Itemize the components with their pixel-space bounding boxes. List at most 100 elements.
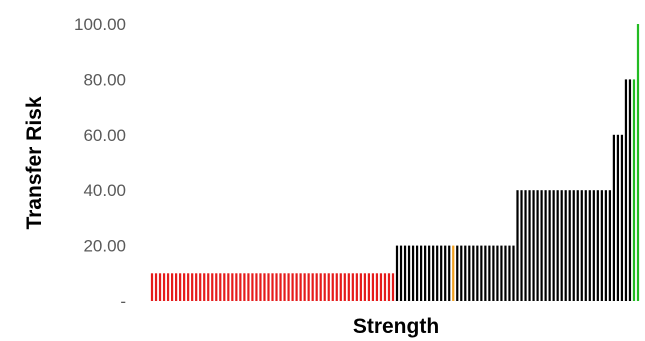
bar: [219, 273, 222, 301]
bar: [227, 273, 230, 301]
bar: [456, 245, 459, 301]
bar: [592, 190, 595, 301]
bar: [291, 273, 294, 301]
bar: [576, 190, 579, 301]
y-tick-label: 20.00: [83, 237, 126, 256]
bar: [271, 273, 274, 301]
x-axis-title: Strength: [353, 315, 439, 338]
bar: [572, 190, 575, 301]
bar: [399, 245, 403, 301]
bar: [223, 273, 226, 301]
bar: [375, 273, 379, 301]
bar: [175, 273, 178, 301]
bar: [395, 245, 399, 301]
bar: [170, 273, 174, 301]
bar: [355, 273, 358, 301]
bar: [247, 273, 250, 301]
bar: [319, 273, 322, 301]
bar: [255, 273, 258, 301]
bar: [275, 273, 278, 301]
bar: [347, 273, 350, 301]
bar: [403, 245, 407, 301]
bar: [436, 245, 439, 301]
bar: [628, 79, 632, 302]
bar: [612, 134, 615, 301]
bar: [279, 273, 282, 301]
bar: [516, 190, 519, 301]
bar: [584, 190, 587, 301]
bar: [315, 273, 318, 301]
bar: [411, 245, 415, 301]
bar: [500, 245, 503, 301]
bar: [203, 273, 206, 301]
bar: [448, 245, 451, 301]
bar: [162, 273, 166, 301]
bar: [560, 190, 563, 301]
bar: [568, 190, 571, 301]
bar: [299, 273, 302, 301]
bar: [211, 273, 214, 301]
bar: [371, 273, 375, 301]
y-tick-label: 100.00: [74, 15, 126, 34]
bar: [428, 245, 431, 301]
bar: [464, 245, 467, 301]
bar: [407, 245, 411, 301]
bar: [504, 245, 507, 301]
bar: [452, 245, 455, 301]
bar: [536, 190, 539, 301]
bar: [287, 273, 290, 301]
bar: [588, 190, 591, 301]
bar-series: [150, 24, 640, 302]
bar: [616, 134, 620, 301]
bar: [540, 190, 543, 301]
bar: [604, 190, 607, 301]
bar: [195, 273, 198, 301]
bar: [295, 273, 298, 301]
bar: [556, 190, 559, 301]
bar: [496, 245, 499, 301]
y-axis-ticks: - 20.00 40.00 60.00 80.00 100.00: [74, 15, 126, 311]
bar: [468, 245, 471, 301]
y-tick-label: 40.00: [83, 181, 126, 200]
bar: [379, 273, 383, 301]
bar: [179, 273, 182, 301]
bar: [150, 273, 154, 301]
bar: [335, 273, 338, 301]
bar: [480, 245, 483, 301]
bar: [239, 273, 242, 301]
bar: [367, 273, 370, 301]
y-tick-label: -: [120, 292, 126, 311]
bar: [492, 245, 495, 301]
bar: [508, 245, 511, 301]
bar: [484, 245, 487, 301]
bar: [251, 273, 254, 301]
bar: [166, 273, 170, 301]
bar: [303, 273, 306, 301]
bar: [488, 245, 491, 301]
bar: [620, 134, 624, 301]
bar: [564, 190, 567, 301]
bar: [215, 273, 218, 301]
bar: [331, 273, 334, 301]
bar: [444, 245, 447, 301]
bar: [283, 273, 286, 301]
y-axis-title: Transfer Risk: [23, 96, 46, 229]
bar: [339, 273, 342, 301]
bar: [231, 273, 234, 301]
bar: [552, 190, 555, 301]
bar: [472, 245, 475, 301]
bar: [359, 273, 362, 301]
bar: [632, 79, 636, 302]
bar: [391, 273, 395, 301]
bar: [387, 273, 391, 301]
bar: [243, 273, 246, 301]
bar: [154, 273, 158, 301]
bar: [420, 245, 423, 301]
bar: [548, 190, 551, 301]
bar: [311, 273, 314, 301]
bar: [187, 273, 190, 301]
bar: [267, 273, 270, 301]
bar: [183, 273, 186, 301]
bar: [424, 245, 427, 301]
